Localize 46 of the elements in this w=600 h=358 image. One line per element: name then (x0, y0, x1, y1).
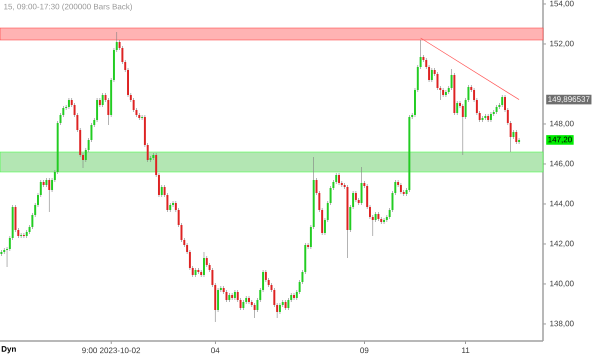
candlestick (515, 130, 518, 144)
x-tick-label: 9:00 2023-10-02 (82, 348, 140, 354)
x-tick-label: 11 (462, 348, 470, 354)
candlestick (254, 302, 256, 318)
candlestick (102, 92, 104, 108)
candlestick (354, 190, 357, 202)
candlestick (150, 156, 152, 162)
chart-title: 15, 09:00-17:30 (200000 Bars Back) (4, 4, 132, 11)
candlestick (360, 166, 363, 206)
text: 147,20 (548, 136, 572, 144)
text: 149,896537 (548, 96, 590, 103)
y-tick-label: 140,00 (550, 280, 574, 288)
candlestick (160, 184, 163, 198)
candlestick (490, 112, 492, 122)
candlestick (512, 130, 514, 140)
candlestick (444, 90, 447, 98)
y-tick-label: 152,00 (550, 40, 574, 48)
candlestick (226, 290, 228, 302)
candlestick (68, 98, 70, 110)
candlestick (45, 178, 48, 188)
y-tick-label: 138,00 (550, 320, 574, 328)
candlestick (278, 302, 281, 314)
candlestick (501, 94, 504, 108)
candlestick (482, 116, 484, 122)
candlestick (462, 104, 464, 156)
candlestick (400, 182, 402, 194)
y-tick-label: 144,00 (550, 200, 574, 208)
candlestick (284, 300, 287, 310)
candlestick (430, 68, 433, 82)
y-tick-label: 148,00 (550, 120, 574, 128)
y-tick-label: 154,00 (550, 0, 574, 8)
candlestick (203, 252, 205, 278)
candlestick (234, 290, 236, 300)
candlestick (217, 288, 220, 312)
candlestick (338, 172, 340, 186)
x-tick-label: 04 (211, 348, 220, 354)
x-tick-label: 09 (360, 348, 368, 354)
candlestick (293, 292, 295, 300)
candlestick (450, 68, 453, 90)
candlestick (442, 88, 444, 98)
candlestick (242, 300, 244, 310)
candlestick (456, 100, 458, 116)
text: Dyn (2, 346, 16, 354)
y-tick-label: 142,00 (550, 240, 574, 248)
candlestick (383, 218, 386, 224)
y-tick-label: 146,00 (550, 160, 574, 168)
